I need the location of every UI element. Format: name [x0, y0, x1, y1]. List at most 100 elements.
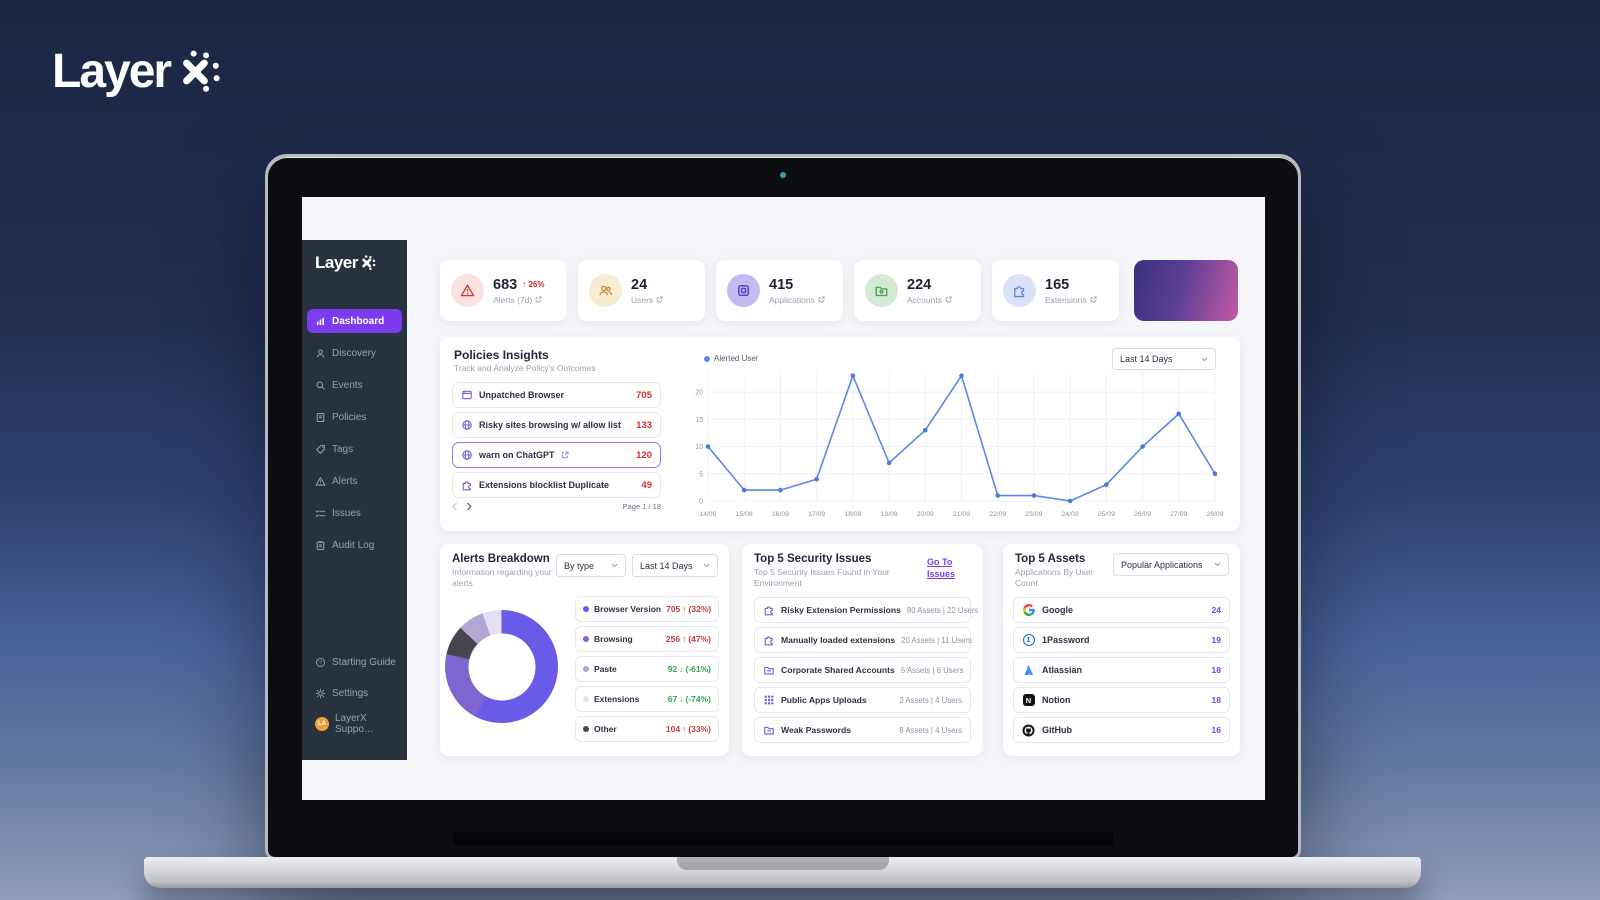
issue-row-corporate-shared-accounts[interactable]: Corporate Shared Accounts 5 Assets | 6 U…	[754, 657, 971, 683]
sidebar-footer: ? Starting Guide Settings LA LayerX Supp…	[307, 650, 407, 736]
external-link-icon[interactable]	[535, 296, 542, 303]
puzzle-icon	[462, 481, 471, 491]
globe-icon	[462, 450, 472, 460]
stat-card-alerts[interactable]: 683 ↑ 26% Alerts (7d)	[440, 260, 567, 321]
alerts-row-other[interactable]: Other 104 ↑ (33%)	[575, 716, 719, 742]
asset-row-google[interactable]: Google 24	[1013, 597, 1230, 623]
chevron-right-icon[interactable]	[466, 502, 472, 511]
stat-delta: ↑ 26%	[522, 280, 545, 289]
promo-gradient-card[interactable]	[1134, 260, 1238, 321]
grid-icon	[764, 695, 774, 705]
issue-row-risky-extension-permissions[interactable]: Risky Extension Permissions 80 Assets | …	[754, 597, 978, 623]
issue-row-weak-passwords[interactable]: Weak Passwords 8 Assets | 4 Users	[754, 717, 971, 743]
policies-pagination: Page 1 / 18	[452, 502, 661, 511]
chevron-left-icon[interactable]	[452, 502, 458, 511]
series-dot	[583, 726, 589, 732]
asset-row-notion[interactable]: N Notion 18	[1013, 687, 1230, 713]
svg-text:20: 20	[695, 390, 703, 397]
policies-insights-card: Policies Insights Track and Analyze Poli…	[440, 337, 1240, 531]
sidebar-item-events[interactable]: Events	[307, 373, 402, 397]
alerts-row-browsing[interactable]: Browsing 256 ↑ (47%)	[575, 626, 719, 652]
svg-text:17/09: 17/09	[808, 511, 825, 518]
sidebar-item-label: Tags	[332, 443, 354, 455]
policies-range-dropdown[interactable]: Last 14 Days	[1112, 348, 1216, 370]
svg-text:26/09: 26/09	[1134, 511, 1151, 518]
policy-row-extensions-blocklist[interactable]: Extensions blocklist Duplicate 49	[452, 472, 661, 498]
stat-card-applications[interactable]: 415 Applications	[716, 260, 843, 321]
alerts-range-dropdown[interactable]: Last 14 Days	[632, 554, 718, 577]
folder-icon	[764, 666, 774, 675]
external-link-icon[interactable]	[561, 451, 569, 459]
notion-icon: N	[1022, 694, 1035, 706]
policy-value: 120	[636, 449, 652, 461]
app-window-icon	[727, 274, 760, 307]
external-link-icon[interactable]	[1090, 296, 1097, 303]
svg-text:15/09: 15/09	[736, 511, 753, 518]
sidebar-item-layerx-support[interactable]: LA LayerX Suppo…	[307, 712, 407, 736]
legend-dot	[704, 355, 710, 362]
alerts-breakdown-title: Alerts Breakdown	[452, 553, 550, 565]
sidebar-item-starting-guide[interactable]: ? Starting Guide	[307, 650, 407, 674]
top-assets-title: Top 5 Assets	[1015, 553, 1086, 565]
sidebar-item-label: Audit Log	[332, 539, 375, 551]
sidebar-logo-x-icon	[362, 255, 376, 271]
svg-text:16/09: 16/09	[772, 511, 789, 518]
stat-card-users[interactable]: 24 Users	[578, 260, 705, 321]
sidebar-item-dashboard[interactable]: Dashboard	[307, 309, 402, 333]
security-issues-title: Top 5 Security Issues	[754, 553, 872, 565]
policy-row-risky-sites[interactable]: Risky sites browsing w/ allow list 133	[452, 412, 661, 438]
stat-card-accounts[interactable]: 224 Accounts	[854, 260, 981, 321]
stat-label: Applications	[769, 295, 825, 305]
sidebar-item-audit-log[interactable]: Audit Log	[307, 533, 402, 557]
external-link-icon[interactable]	[945, 296, 952, 303]
alerts-type-dropdown[interactable]: By type	[556, 554, 626, 577]
svg-text:27/09: 27/09	[1170, 511, 1187, 518]
sidebar: Layer Dashboard Discovery	[302, 240, 407, 760]
svg-text:?: ?	[319, 660, 322, 666]
stat-value: 224	[907, 276, 932, 293]
sidebar-item-label: Starting Guide	[332, 656, 396, 668]
security-issues-subtitle: Top 5 Security Issues Found in Your Envi…	[754, 567, 890, 589]
external-link-icon[interactable]	[818, 296, 825, 303]
stat-card-extensions[interactable]: 165 Extensions	[992, 260, 1119, 321]
alerts-row-value: 256 ↑ (47%)	[665, 634, 711, 644]
stat-label: Users	[631, 295, 663, 305]
donut-hole	[468, 633, 535, 700]
policy-row-unpatched-browser[interactable]: Unpatched Browser 705	[452, 382, 661, 408]
security-issues-card: Top 5 Security Issues Top 5 Security Iss…	[742, 544, 983, 756]
sidebar-item-tags[interactable]: Tags	[307, 437, 402, 461]
alerts-row-browser-version[interactable]: Browser Version 705 ↑ (32%)	[575, 596, 719, 622]
alerts-row-paste[interactable]: Paste 92 ↓ (-61%)	[575, 656, 719, 682]
sidebar-logo-text: Layer	[315, 253, 358, 272]
sidebar-item-issues[interactable]: Issues	[307, 501, 402, 525]
issue-row-public-apps-uploads[interactable]: Public Apps Uploads 2 Assets | 4 Users	[754, 687, 971, 713]
svg-text:18/09: 18/09	[844, 511, 861, 518]
assets-filter-dropdown[interactable]: Popular Applications	[1113, 553, 1229, 576]
svg-text:22/09: 22/09	[989, 511, 1006, 518]
asset-row-atlassian[interactable]: Atlassian 18	[1013, 657, 1230, 683]
asset-row-1password[interactable]: 1 1Password 19	[1013, 627, 1230, 653]
1password-icon: 1	[1022, 634, 1035, 646]
external-link-icon[interactable]	[656, 296, 663, 303]
laptop-base	[144, 857, 1421, 888]
svg-text:28/09: 28/09	[1206, 511, 1223, 518]
asset-row-github[interactable]: GitHub 16	[1013, 717, 1230, 743]
laptop-base-notch	[676, 857, 889, 870]
sidebar-item-alerts[interactable]: Alerts	[307, 469, 402, 493]
svg-text:25/09: 25/09	[1098, 511, 1115, 518]
sidebar-item-discovery[interactable]: Discovery	[307, 341, 402, 365]
policy-row-warn-on-chatgpt[interactable]: warn on ChatGPT 120	[452, 442, 661, 468]
sidebar-item-policies[interactable]: Policies	[307, 405, 402, 429]
checklist-icon	[315, 509, 326, 517]
bar-chart-icon	[316, 317, 324, 325]
sidebar-item-label: Discovery	[332, 347, 376, 359]
svg-text:19/09: 19/09	[881, 511, 898, 518]
alerts-row-extensions[interactable]: Extensions 67 ↓ (-74%)	[575, 686, 719, 712]
sidebar-item-label: Alerts	[332, 475, 358, 487]
top-assets-subtitle: Applications By User Count	[1015, 567, 1094, 589]
go-to-issues-link[interactable]: Go To Issues	[927, 557, 956, 579]
sidebar-item-settings[interactable]: Settings	[307, 681, 407, 705]
policy-label: Extensions blocklist Duplicate	[479, 480, 610, 490]
issue-row-manually-loaded-extensions[interactable]: Manually loaded extensions 20 Assets | 1…	[754, 627, 972, 653]
sidebar-item-label: Events	[332, 379, 363, 391]
